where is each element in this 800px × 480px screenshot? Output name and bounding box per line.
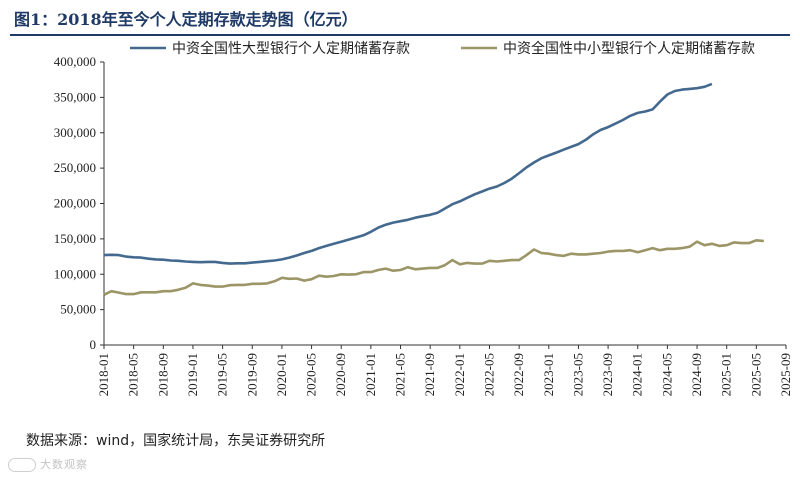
figure-title: 图1：2018年至今个人定期存款走势图（亿元） xyxy=(14,10,358,29)
y-tick-label: 250,000 xyxy=(54,160,96,175)
x-tick-label: 2022-09 xyxy=(511,353,526,396)
x-tick-label: 2021-05 xyxy=(393,353,408,396)
x-tick-label: 2025-01 xyxy=(719,353,734,396)
y-tick-label: 400,000 xyxy=(54,54,96,69)
chart-legend: 中资全国性大型银行个人定期储蓄存款 中资全国性中小型银行个人定期储蓄存款 xyxy=(130,40,755,57)
title-divider xyxy=(10,34,790,36)
chart-axes: 0 50,000 100,000 150,000 200,000 250,000 300,0… xyxy=(54,54,793,396)
y-tick-label: 300,000 xyxy=(54,125,96,140)
x-tick-label: 2023-01 xyxy=(541,353,556,396)
x-tick-label: 2024-09 xyxy=(689,353,704,396)
x-tick-label: 2020-01 xyxy=(274,353,289,396)
legend-label-2: 中资全国性中小型银行个人定期储蓄存款 xyxy=(503,40,755,57)
x-tick-label: 2018-09 xyxy=(155,353,170,396)
x-tick-label: 2024-01 xyxy=(630,353,645,396)
x-tick-label: 2022-05 xyxy=(481,353,496,396)
x-tick-label: 2019-05 xyxy=(215,353,230,396)
x-tick-label: 2023-09 xyxy=(600,353,615,396)
x-tick-label: 2021-01 xyxy=(363,353,378,396)
legend-label-1: 中资全国性大型银行个人定期储蓄存款 xyxy=(172,40,410,57)
y-tick-label: 350,000 xyxy=(54,89,96,104)
line-chart: 0 50,000 100,000 150,000 200,000 250,000 300,0… xyxy=(54,40,793,396)
series-line-2 xyxy=(103,239,764,296)
y-tick-label: 150,000 xyxy=(54,231,96,246)
x-tick-label: 2019-01 xyxy=(185,353,200,396)
y-tick-label: 50,000 xyxy=(60,302,96,317)
chart-series-layer xyxy=(103,82,764,296)
x-tick-label: 2020-05 xyxy=(304,353,319,396)
x-tick-label: 2025-09 xyxy=(778,353,793,396)
watermark: 大数观察 xyxy=(8,456,108,472)
y-tick-label: 100,000 xyxy=(54,266,96,281)
x-tick-label: 2021-09 xyxy=(422,353,437,396)
x-tick-label: 2020-09 xyxy=(333,353,348,396)
series-line-1 xyxy=(103,82,713,265)
watermark-text: 大数观察 xyxy=(40,458,88,471)
x-tick-label: 2025-05 xyxy=(748,353,763,396)
x-tick-label: 2022-01 xyxy=(452,353,467,396)
x-tick-label: 2018-01 xyxy=(96,353,111,396)
x-tick-label: 2023-05 xyxy=(570,353,585,396)
x-tick-label: 2018-05 xyxy=(126,353,141,396)
x-tick-label: 2019-09 xyxy=(244,353,259,396)
x-tick-label: 2024-05 xyxy=(659,353,674,396)
watermark-logo-icon xyxy=(8,458,36,472)
y-tick-label: 200,000 xyxy=(54,196,96,211)
y-tick-label: 0 xyxy=(90,337,97,352)
source-note: 数据来源：wind，国家统计局，东吴证券研究所 xyxy=(26,433,326,449)
